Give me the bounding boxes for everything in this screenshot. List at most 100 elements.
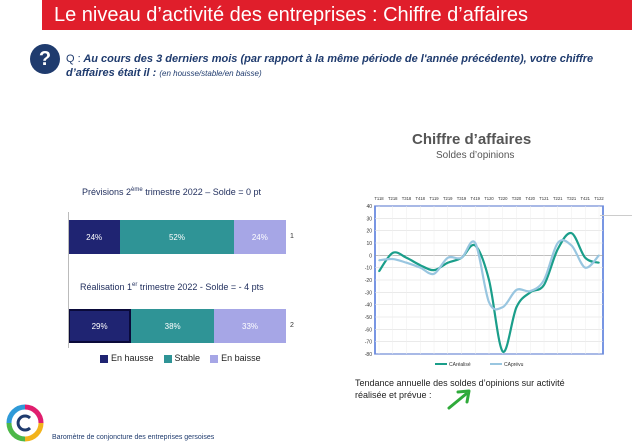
- series-point-ca-realise: [488, 279, 490, 281]
- series-point-ca-prevu: [460, 257, 463, 259]
- series-point-ca-prevu: [419, 266, 422, 269]
- green-arrow-icon: [447, 389, 471, 410]
- bar-axis-line: [68, 212, 69, 348]
- series-point-ca-prevu: [405, 261, 408, 264]
- x-tick-label: T419: [470, 196, 480, 201]
- series-point-ca-prevu: [433, 273, 435, 275]
- x-tick-label: T122: [594, 196, 604, 201]
- legend-label-ca-prevu: CAprévu: [504, 362, 524, 368]
- bar-legend: En hausse Stable En baisse: [100, 353, 261, 363]
- x-tick-label: T420: [525, 196, 535, 201]
- x-tick-label: T320: [512, 196, 522, 201]
- page-title: Le niveau d’activité des entreprises : C…: [42, 0, 632, 30]
- y-tick-label: 30: [366, 216, 372, 222]
- question-label: Q :: [66, 53, 81, 65]
- question-icon: ?: [30, 44, 60, 74]
- y-tick-label: 40: [366, 204, 372, 210]
- series-point-ca-prevu: [488, 301, 490, 303]
- series-point-ca-realise: [570, 232, 573, 234]
- series-point-ca-prevu: [584, 266, 587, 269]
- tendance-text: Tendance annuelle des soldes d’opinions …: [355, 378, 565, 400]
- x-tick-label: T220: [498, 196, 508, 201]
- row-number-2: 2: [290, 322, 294, 329]
- legend-label-en-baisse: En baisse: [221, 353, 261, 363]
- series-point-ca-prevu: [570, 244, 573, 247]
- legend-label-stable: Stable: [174, 353, 201, 363]
- series-point-ca-realise: [419, 264, 422, 266]
- series-point-ca-prevu: [378, 259, 380, 262]
- x-tick-label: T121: [539, 196, 549, 201]
- x-tick-label: T321: [567, 196, 577, 201]
- series-point-ca-realise: [446, 261, 449, 264]
- series-point-ca-realise: [391, 252, 394, 254]
- legend-en-hausse: En hausse: [100, 353, 154, 363]
- series-point-ca-prevu: [598, 254, 600, 257]
- y-tick-label: -60: [365, 327, 372, 333]
- bar-title-2-sup: er: [132, 282, 138, 288]
- bar-seg-en-hausse-1: 24%: [68, 220, 121, 254]
- series-point-ca-prevu: [556, 242, 559, 244]
- x-tick-label: T118: [374, 196, 384, 201]
- x-tick-label: T119: [429, 196, 439, 201]
- line-chart: 40 30 20 10 0 -10 -20 -30 -40 -50 -60 -70 -80 T118 T21…: [365, 196, 605, 368]
- series-point-ca-realise: [501, 350, 504, 353]
- series-point-ca-realise: [543, 284, 545, 286]
- y-tick-label: -50: [365, 315, 372, 321]
- bar-seg-en-hausse-2: 29%: [68, 309, 132, 343]
- legend-stable: Stable: [163, 353, 201, 363]
- series-point-ca-prevu: [501, 306, 504, 308]
- bar-seg-stable-1: 52%: [120, 220, 234, 254]
- y-tick-label: 0: [369, 253, 372, 259]
- y-tick-label: 20: [366, 229, 372, 235]
- legend-en-baisse: En baisse: [210, 353, 261, 363]
- bar-seg-en-baisse-2: 33%: [214, 309, 286, 343]
- bar-title-2-prefix: Réalisation 1: [80, 282, 133, 292]
- x-tick-label: T319: [457, 196, 467, 201]
- series-point-ca-realise: [378, 270, 380, 273]
- series-point-ca-realise: [584, 257, 587, 259]
- x-tick-label: T221: [553, 196, 563, 201]
- logo-icon: [6, 404, 44, 442]
- x-tick-label: T219: [443, 196, 453, 201]
- bar-seg-stable-2: 38%: [131, 309, 215, 343]
- footer-text: Baromètre de conjoncture des entreprises…: [52, 434, 215, 441]
- bar-title-2-suffix: trimestre 2022 - Solde = - 4 pts: [137, 282, 264, 292]
- y-tick-label: -70: [365, 340, 372, 346]
- series-point-ca-realise: [405, 257, 408, 259]
- series-point-ca-prevu: [543, 279, 545, 281]
- bar-row-realisation: 29% 38% 33%: [68, 309, 286, 343]
- series-point-ca-realise: [556, 248, 559, 250]
- x-tick-label: T218: [388, 196, 398, 201]
- bar-title-1: Prévisions 2ème trimestre 2022 – Solde =…: [82, 187, 261, 197]
- question-hint: (en housse/stable/en baisse): [159, 69, 262, 78]
- x-tick-label: T418: [415, 196, 425, 201]
- x-tick-label: T421: [580, 196, 590, 201]
- line-chart-subtitle: Soldes d’opinions: [436, 150, 515, 161]
- series-point-ca-realise: [598, 261, 600, 264]
- question-text: Q : Au cours des 3 derniers mois (par ra…: [66, 52, 618, 81]
- y-tick-label: -20: [365, 278, 372, 284]
- bar-title-1-prefix: Prévisions 2: [82, 187, 132, 197]
- bar-title-1-sup: ème: [131, 187, 143, 193]
- legend-swatch-stable: [163, 354, 172, 363]
- right-divider: [600, 215, 632, 216]
- legend-label-ca-realise: CAréalisé: [449, 362, 471, 368]
- series-point-ca-prevu: [391, 258, 394, 260]
- series-point-ca-realise: [515, 306, 518, 308]
- series-point-ca-prevu: [515, 289, 518, 291]
- bar-title-2: Réalisation 1er trimestre 2022 - Solde =…: [80, 282, 264, 292]
- legend-label-en-hausse: En hausse: [111, 353, 154, 363]
- series-point-ca-prevu: [474, 242, 477, 244]
- y-tick-label: -10: [365, 266, 372, 272]
- bar-title-1-suffix: trimestre 2022 – Solde = 0 pt: [142, 187, 262, 197]
- series-point-ca-prevu: [446, 257, 449, 259]
- legend-swatch-en-baisse: [210, 354, 219, 363]
- question-body: Au cours des 3 derniers mois (par rappor…: [66, 53, 594, 79]
- line-chart-title: Chiffre d’affaires: [412, 131, 532, 148]
- y-tick-label: -30: [365, 290, 372, 296]
- legend-swatch-en-hausse: [100, 354, 108, 363]
- y-tick-label: -80: [365, 352, 372, 358]
- x-tick-label: T318: [402, 196, 412, 201]
- row-number-1: 1: [290, 233, 294, 240]
- x-tick-label: T120: [484, 196, 494, 201]
